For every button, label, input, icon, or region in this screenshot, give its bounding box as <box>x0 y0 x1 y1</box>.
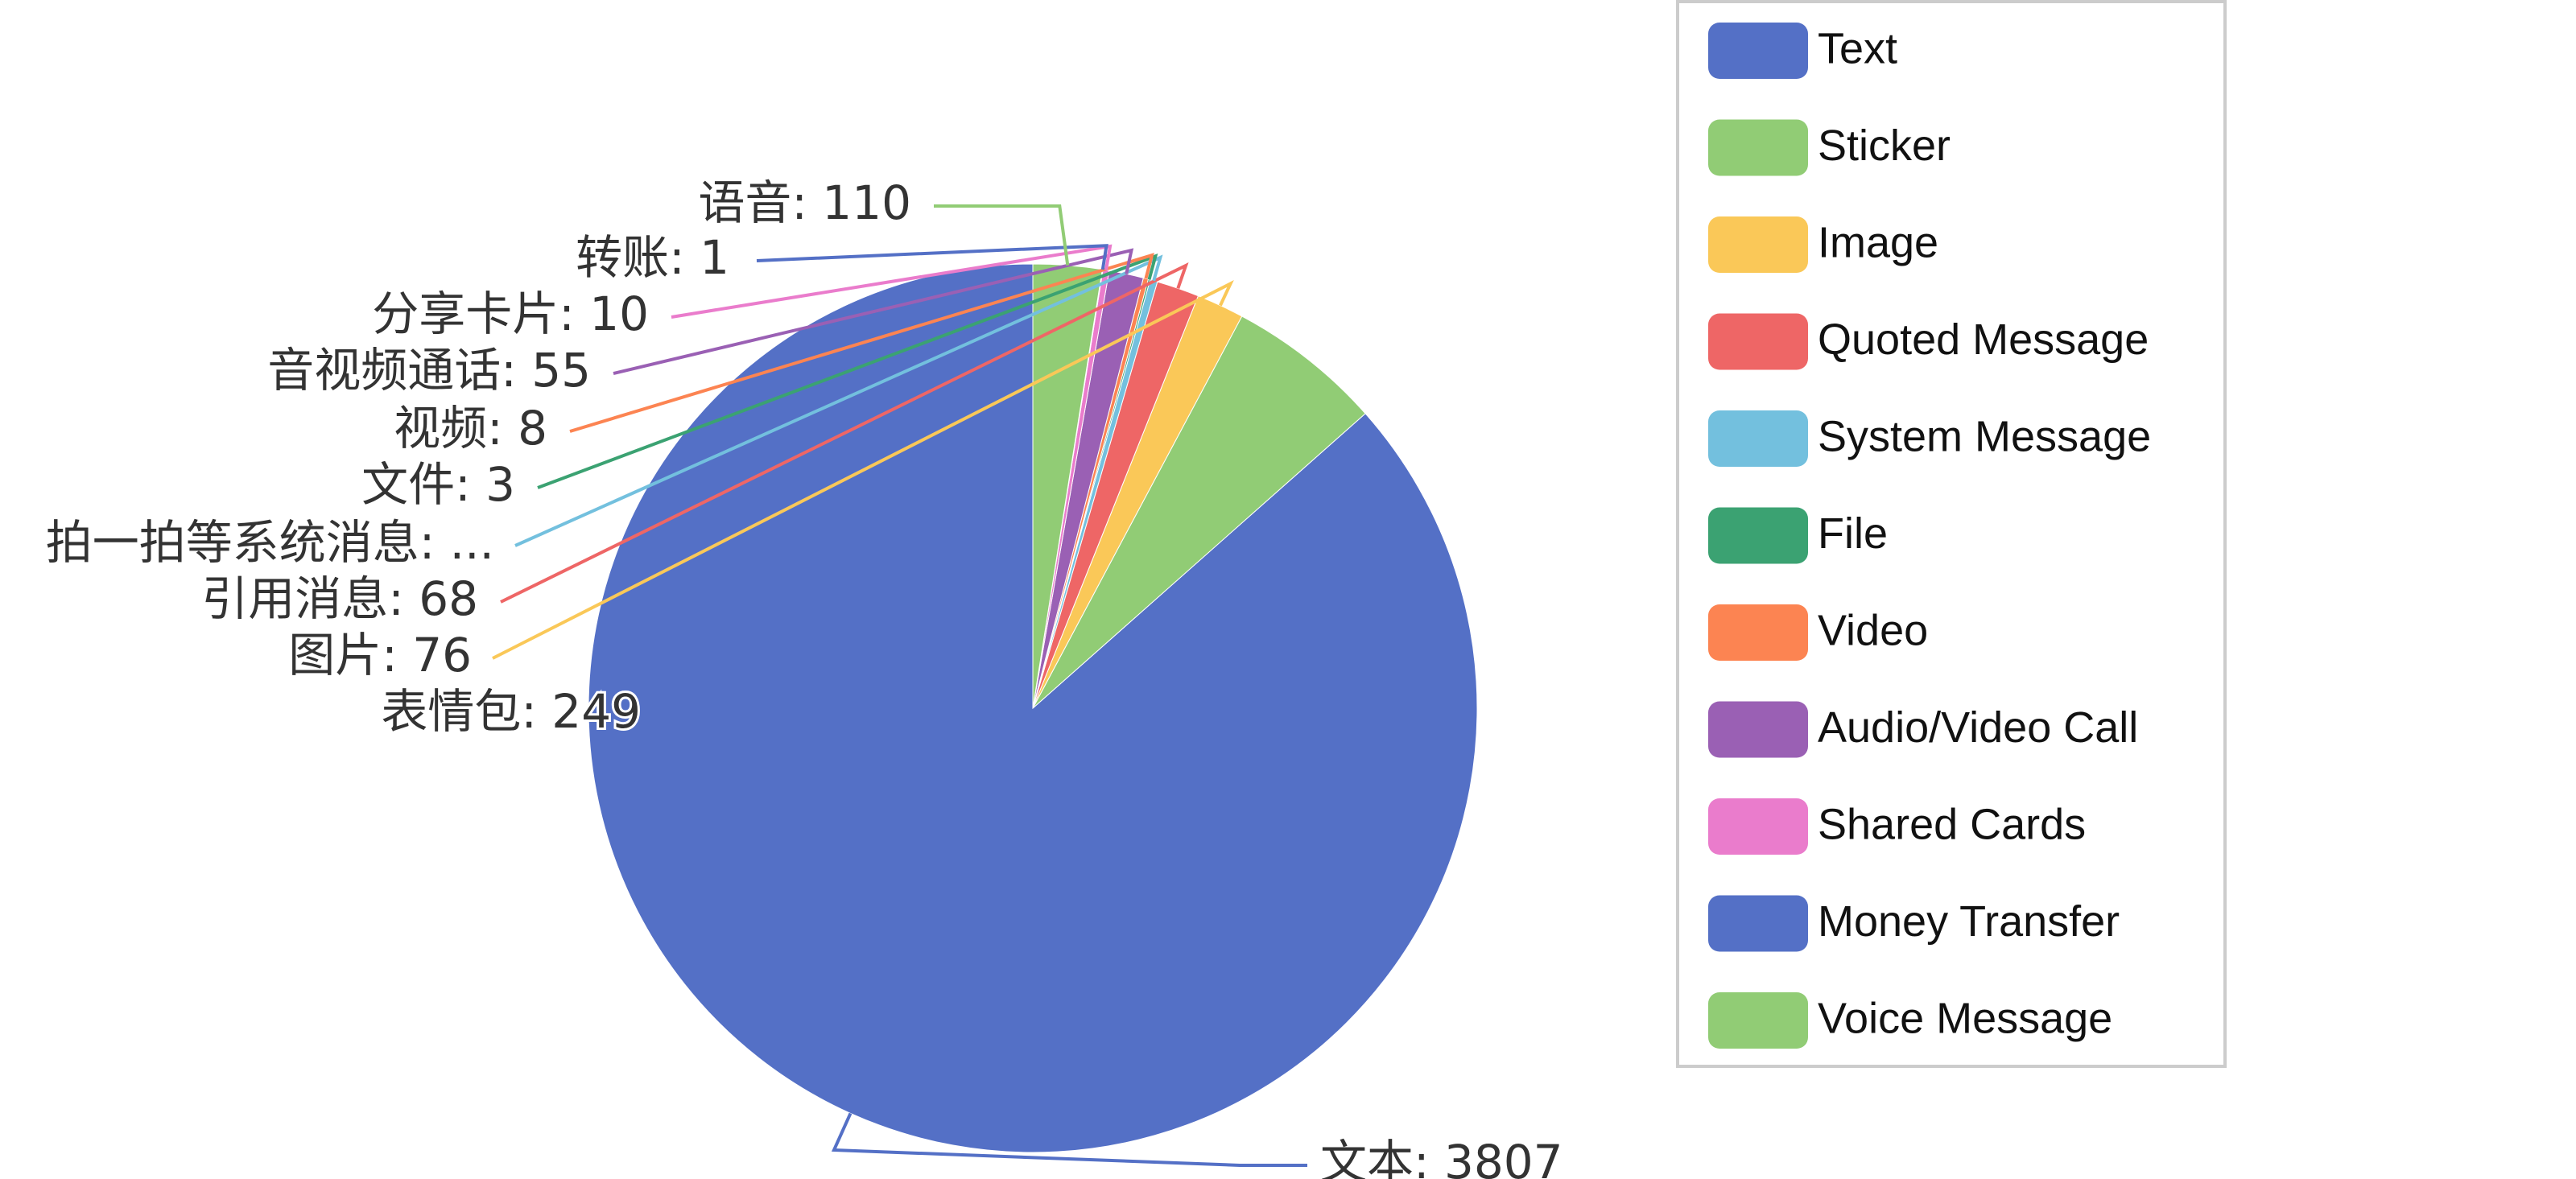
legend-label-4[interactable]: Quoted Message <box>1818 315 2149 364</box>
legend-swatch-7[interactable] <box>1708 604 1808 661</box>
legend-swatch-11[interactable] <box>1708 992 1808 1049</box>
legend-label-5[interactable]: System Message <box>1818 412 2151 460</box>
legend-label-2[interactable]: Sticker <box>1818 122 1951 170</box>
legend-label-8[interactable]: Audio/Video Call <box>1818 703 2138 752</box>
leader-line-1 <box>831 1112 1307 1167</box>
slice-label-5: 拍一拍等系统消息: ... <box>46 515 494 570</box>
slice-label-2: 表情包: 249 <box>381 684 641 739</box>
legend-swatch-1[interactable] <box>1708 23 1808 79</box>
leader-line-7 <box>569 253 1154 433</box>
legend-swatch-5[interactable] <box>1708 410 1808 467</box>
pie-slice-2[interactable] <box>1032 315 1366 709</box>
legend-label-3[interactable]: Image <box>1818 218 1938 266</box>
legend-swatch-6[interactable] <box>1708 507 1808 564</box>
legend-label-1[interactable]: Text <box>1818 24 1897 72</box>
pie-slices <box>588 263 1478 1153</box>
legend-swatch-3[interactable] <box>1708 216 1808 273</box>
legend-label-9[interactable]: Shared Cards <box>1818 800 2086 848</box>
legend-swatch-2[interactable] <box>1708 119 1808 176</box>
slice-label-11: 语音: 110 <box>698 175 911 230</box>
leader-line-9 <box>671 244 1113 319</box>
leader-line-10 <box>756 244 1108 270</box>
legend-label-11[interactable]: Voice Message <box>1818 994 2112 1042</box>
legend-swatch-4[interactable] <box>1708 313 1808 370</box>
slice-label-8: 音视频通话: 55 <box>267 343 591 398</box>
slice-label-6: 文件: 3 <box>361 457 515 512</box>
leader-lines <box>492 204 1307 1167</box>
slice-label-1: 文本: 3807 <box>1320 1135 1563 1179</box>
leader-line-3 <box>492 279 1234 660</box>
slice-label-9: 分享卡片: 10 <box>372 287 649 341</box>
slice-label-3: 图片: 76 <box>288 628 472 682</box>
leader-line-11 <box>934 204 1070 266</box>
leader-line-5 <box>514 254 1163 547</box>
leader-line-6 <box>537 254 1158 489</box>
legend-label-6[interactable]: File <box>1818 509 1888 558</box>
legend-swatch-10[interactable] <box>1708 895 1808 952</box>
legend-swatch-9[interactable] <box>1708 798 1808 855</box>
legend: Text Sticker Image Quoted Message System Mes… <box>1676 0 2227 1068</box>
leader-line-4 <box>500 262 1189 604</box>
slice-label-10: 转账: 1 <box>576 230 729 285</box>
legend-swatch-8[interactable] <box>1708 701 1808 758</box>
slice-label-4: 引用消息: 68 <box>201 571 478 626</box>
legend-label-10[interactable]: Money Transfer <box>1818 897 2120 946</box>
leader-line-8 <box>613 248 1134 375</box>
slice-label-7: 视频: 8 <box>394 401 547 456</box>
legend-label-7[interactable]: Video <box>1818 606 1928 654</box>
